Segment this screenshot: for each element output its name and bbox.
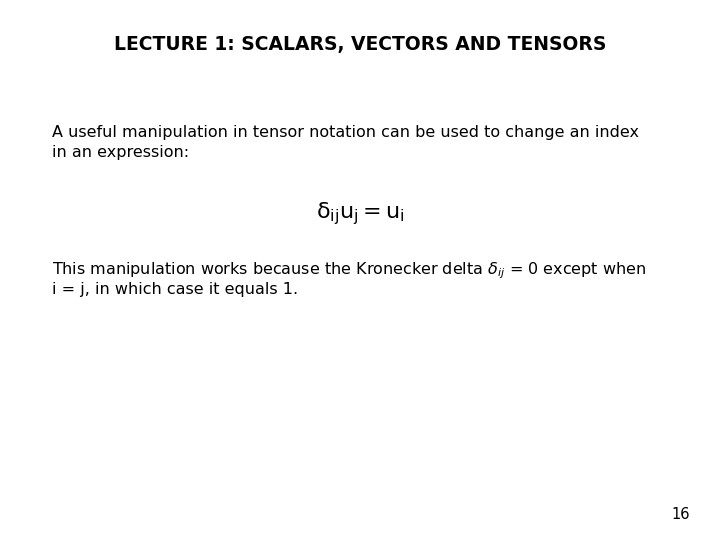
Text: 16: 16 [672,507,690,522]
Text: $\mathsf{\delta_{ij}u_j = u_i}$: $\mathsf{\delta_{ij}u_j = u_i}$ [315,200,405,227]
Text: A useful manipulation in tensor notation can be used to change an index: A useful manipulation in tensor notation… [52,125,639,140]
Text: i = j, in which case it equals 1.: i = j, in which case it equals 1. [52,282,298,297]
Text: LECTURE 1: SCALARS, VECTORS AND TENSORS: LECTURE 1: SCALARS, VECTORS AND TENSORS [114,35,606,54]
Text: This manipulation works because the Kronecker delta $\delta_{ij}$ = 0 except whe: This manipulation works because the Kron… [52,260,647,281]
Text: in an expression:: in an expression: [52,145,189,160]
